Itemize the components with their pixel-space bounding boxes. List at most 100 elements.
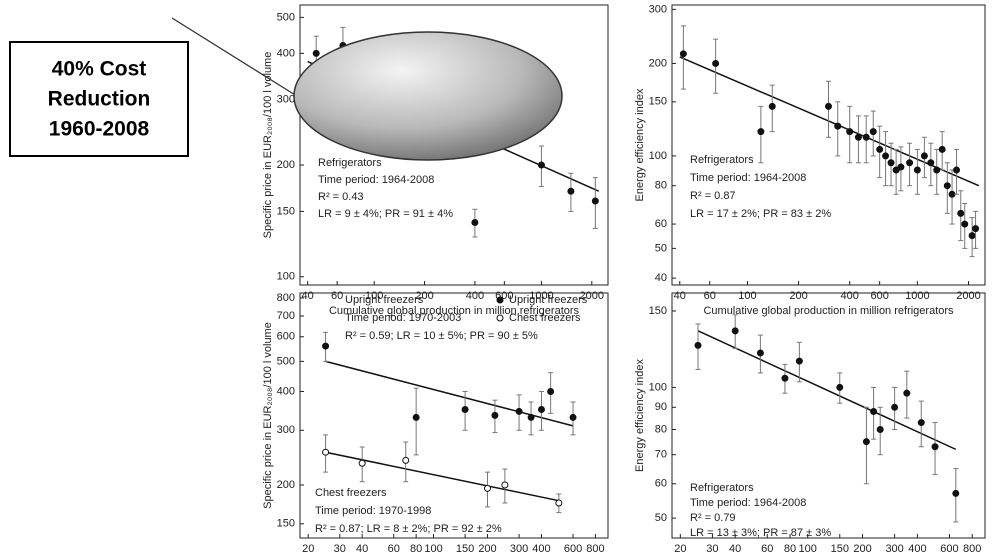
- data-point: [953, 166, 961, 174]
- x-tick-label: 40: [302, 290, 314, 302]
- data-point: [931, 443, 939, 451]
- data-point: [547, 387, 555, 395]
- data-point: [917, 419, 925, 427]
- fit-line: [697, 330, 957, 451]
- x-tick-label: 150: [831, 543, 849, 555]
- annotation: Time period: 1964-2008: [690, 497, 806, 509]
- y-tick-label: 150: [277, 205, 295, 217]
- data-point: [836, 383, 844, 391]
- data-point: [679, 50, 687, 58]
- data-point: [795, 357, 803, 365]
- callout-text: 1960-2008: [49, 118, 150, 141]
- x-tick-label: 20: [674, 543, 686, 555]
- x-tick-label: 600: [564, 543, 582, 555]
- y-tick-label: 500: [277, 355, 295, 367]
- x-tick-label: 100: [799, 543, 817, 555]
- x-tick-label: 100: [424, 543, 442, 555]
- x-tick-label: 400: [908, 543, 926, 555]
- y-tick-label: 800: [277, 292, 295, 304]
- data-point: [567, 187, 575, 195]
- y-tick-label: 200: [277, 479, 295, 491]
- data-point: [913, 166, 921, 174]
- annotation: LR = 9 ± 4%; PR = 91 ± 4%: [318, 208, 453, 220]
- x-tick-label: 800: [586, 543, 604, 555]
- callout-box: [9, 41, 189, 157]
- data-point: [322, 448, 330, 456]
- data-point: [591, 197, 599, 205]
- data-point: [862, 133, 870, 141]
- y-tick-label: 60: [655, 478, 667, 490]
- y-tick-label: 300: [277, 424, 295, 436]
- data-point: [943, 182, 951, 190]
- legend-label: Upright freezers: [509, 294, 588, 306]
- annotation: Refrigerators: [690, 154, 754, 166]
- x-tick-label: 100: [738, 290, 756, 302]
- y-tick-label: 80: [655, 423, 667, 435]
- data-point: [906, 159, 914, 167]
- x-tick-label: 400: [841, 290, 859, 302]
- data-point: [712, 59, 720, 67]
- data-point: [854, 133, 862, 141]
- y-tick-label: 70: [655, 449, 667, 461]
- y-tick-label: 50: [655, 242, 667, 254]
- data-point: [891, 403, 899, 411]
- data-point: [768, 102, 776, 110]
- data-point: [887, 159, 895, 167]
- annotation: Time period: 1964-2008: [318, 174, 434, 186]
- y-tick-label: 150: [649, 305, 667, 317]
- data-point: [731, 327, 739, 335]
- x-tick-label: 200: [789, 290, 807, 302]
- y-tick-label: 40: [655, 272, 667, 284]
- annotation: R² = 0.87; LR = 8 ± 2%; PR = 92 ± 2%: [315, 523, 502, 535]
- y-axis-label: Energy efficiency index: [634, 359, 646, 472]
- data-point: [927, 159, 935, 167]
- x-tick-label: 60: [331, 290, 343, 302]
- x-tick-label: 40: [356, 543, 368, 555]
- x-tick-label: 20: [302, 543, 314, 555]
- y-tick-label: 300: [277, 94, 295, 106]
- y-tick-label: 200: [649, 57, 667, 69]
- x-tick-label: 300: [510, 543, 528, 555]
- annotation: R² = 0.59; LR = 10 ± 5%; PR = 90 ± 5%: [345, 330, 538, 342]
- x-tick-label: 400: [466, 290, 484, 302]
- x-tick-label: 2000: [956, 290, 980, 302]
- data-point: [952, 489, 960, 497]
- y-tick-label: 150: [649, 96, 667, 108]
- y-tick-label: 500: [277, 11, 295, 23]
- y-tick-label: 90: [655, 401, 667, 413]
- data-point: [501, 481, 509, 489]
- x-axis-label: Cumulative global production in million …: [329, 305, 580, 317]
- y-axis-label: Specific price in EUR₂₀₀₈/100 l volume: [262, 322, 274, 509]
- data-point: [757, 128, 765, 136]
- data-point: [358, 459, 366, 467]
- annotation: Upright freezers: [345, 294, 424, 306]
- x-tick-label: 30: [706, 543, 718, 555]
- data-point: [870, 408, 878, 416]
- y-tick-label: 100: [649, 381, 667, 393]
- x-tick-label: 1000: [905, 290, 929, 302]
- plot-frame: [671, 4, 986, 286]
- data-point: [312, 49, 320, 57]
- y-tick-label: 300: [649, 3, 667, 15]
- y-axis-label: Specific price in EUR₂₀₀₈/100 l volume: [262, 52, 274, 239]
- plot-frame: [299, 4, 609, 286]
- legend-marker: [496, 296, 504, 304]
- data-point: [527, 413, 535, 421]
- x-tick-label: 80: [784, 543, 796, 555]
- x-tick-label: 200: [853, 543, 871, 555]
- annotation: Time period: 1964-2008: [690, 172, 806, 184]
- fit-line: [325, 360, 574, 427]
- annotation: Refrigerators: [318, 157, 382, 169]
- data-point: [834, 122, 842, 130]
- y-tick-label: 600: [277, 331, 295, 343]
- x-tick-label: 600: [940, 543, 958, 555]
- legend-marker: [496, 314, 504, 322]
- data-point: [825, 102, 832, 110]
- data-point: [961, 220, 969, 228]
- y-tick-label: 60: [655, 218, 667, 230]
- y-tick-label: 80: [655, 180, 667, 192]
- x-tick-label: 150: [456, 543, 474, 555]
- y-tick-label: 100: [649, 150, 667, 162]
- highlight-ellipse: [293, 31, 563, 161]
- y-tick-label: 100: [277, 271, 295, 283]
